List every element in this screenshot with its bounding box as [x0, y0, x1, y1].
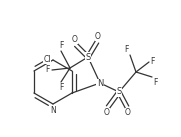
Text: F: F	[153, 78, 157, 87]
Text: N: N	[97, 79, 103, 89]
Text: F: F	[46, 65, 50, 75]
Text: O: O	[72, 35, 78, 44]
Text: O: O	[125, 108, 131, 117]
Text: F: F	[59, 83, 63, 92]
Text: F: F	[59, 41, 63, 50]
Text: N: N	[50, 106, 56, 115]
Text: S: S	[85, 52, 91, 62]
Text: F: F	[150, 58, 154, 66]
Text: S: S	[116, 88, 122, 96]
Text: O: O	[95, 32, 101, 41]
Text: Cl: Cl	[43, 55, 51, 64]
Text: O: O	[104, 108, 110, 117]
Text: F: F	[125, 45, 129, 54]
